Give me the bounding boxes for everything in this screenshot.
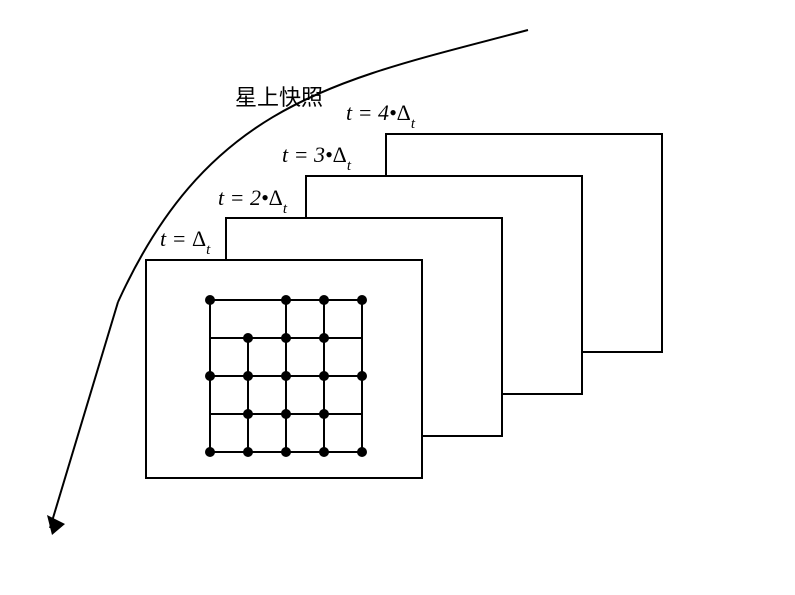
grid-node (243, 371, 253, 381)
grid-node (357, 447, 367, 457)
snapshot-frame (146, 260, 422, 478)
grid-node (243, 409, 253, 419)
grid-node (357, 295, 367, 305)
grid-node (281, 295, 291, 305)
grid-node (319, 409, 329, 419)
grid-node (281, 409, 291, 419)
grid-node (205, 295, 215, 305)
grid-node (281, 333, 291, 343)
grid-node (243, 333, 253, 343)
grid-node (319, 295, 329, 305)
time-label: t = Δt (160, 226, 211, 258)
grid-node (205, 447, 215, 457)
time-label: t = 2•Δt (218, 185, 288, 217)
grid-node (281, 447, 291, 457)
grid-node (281, 371, 291, 381)
time-label: t = 3•Δt (282, 142, 352, 174)
grid-node (319, 371, 329, 381)
grid-node (205, 371, 215, 381)
time-axis-line (50, 302, 118, 528)
time-axis-arrowhead (47, 515, 65, 535)
grid-node (357, 371, 367, 381)
time-label: t = 4•Δt (346, 100, 416, 132)
grid-node (319, 447, 329, 457)
grid-node (243, 447, 253, 457)
grid-node (319, 333, 329, 343)
diagram-caption: 星上快照 (235, 85, 323, 110)
